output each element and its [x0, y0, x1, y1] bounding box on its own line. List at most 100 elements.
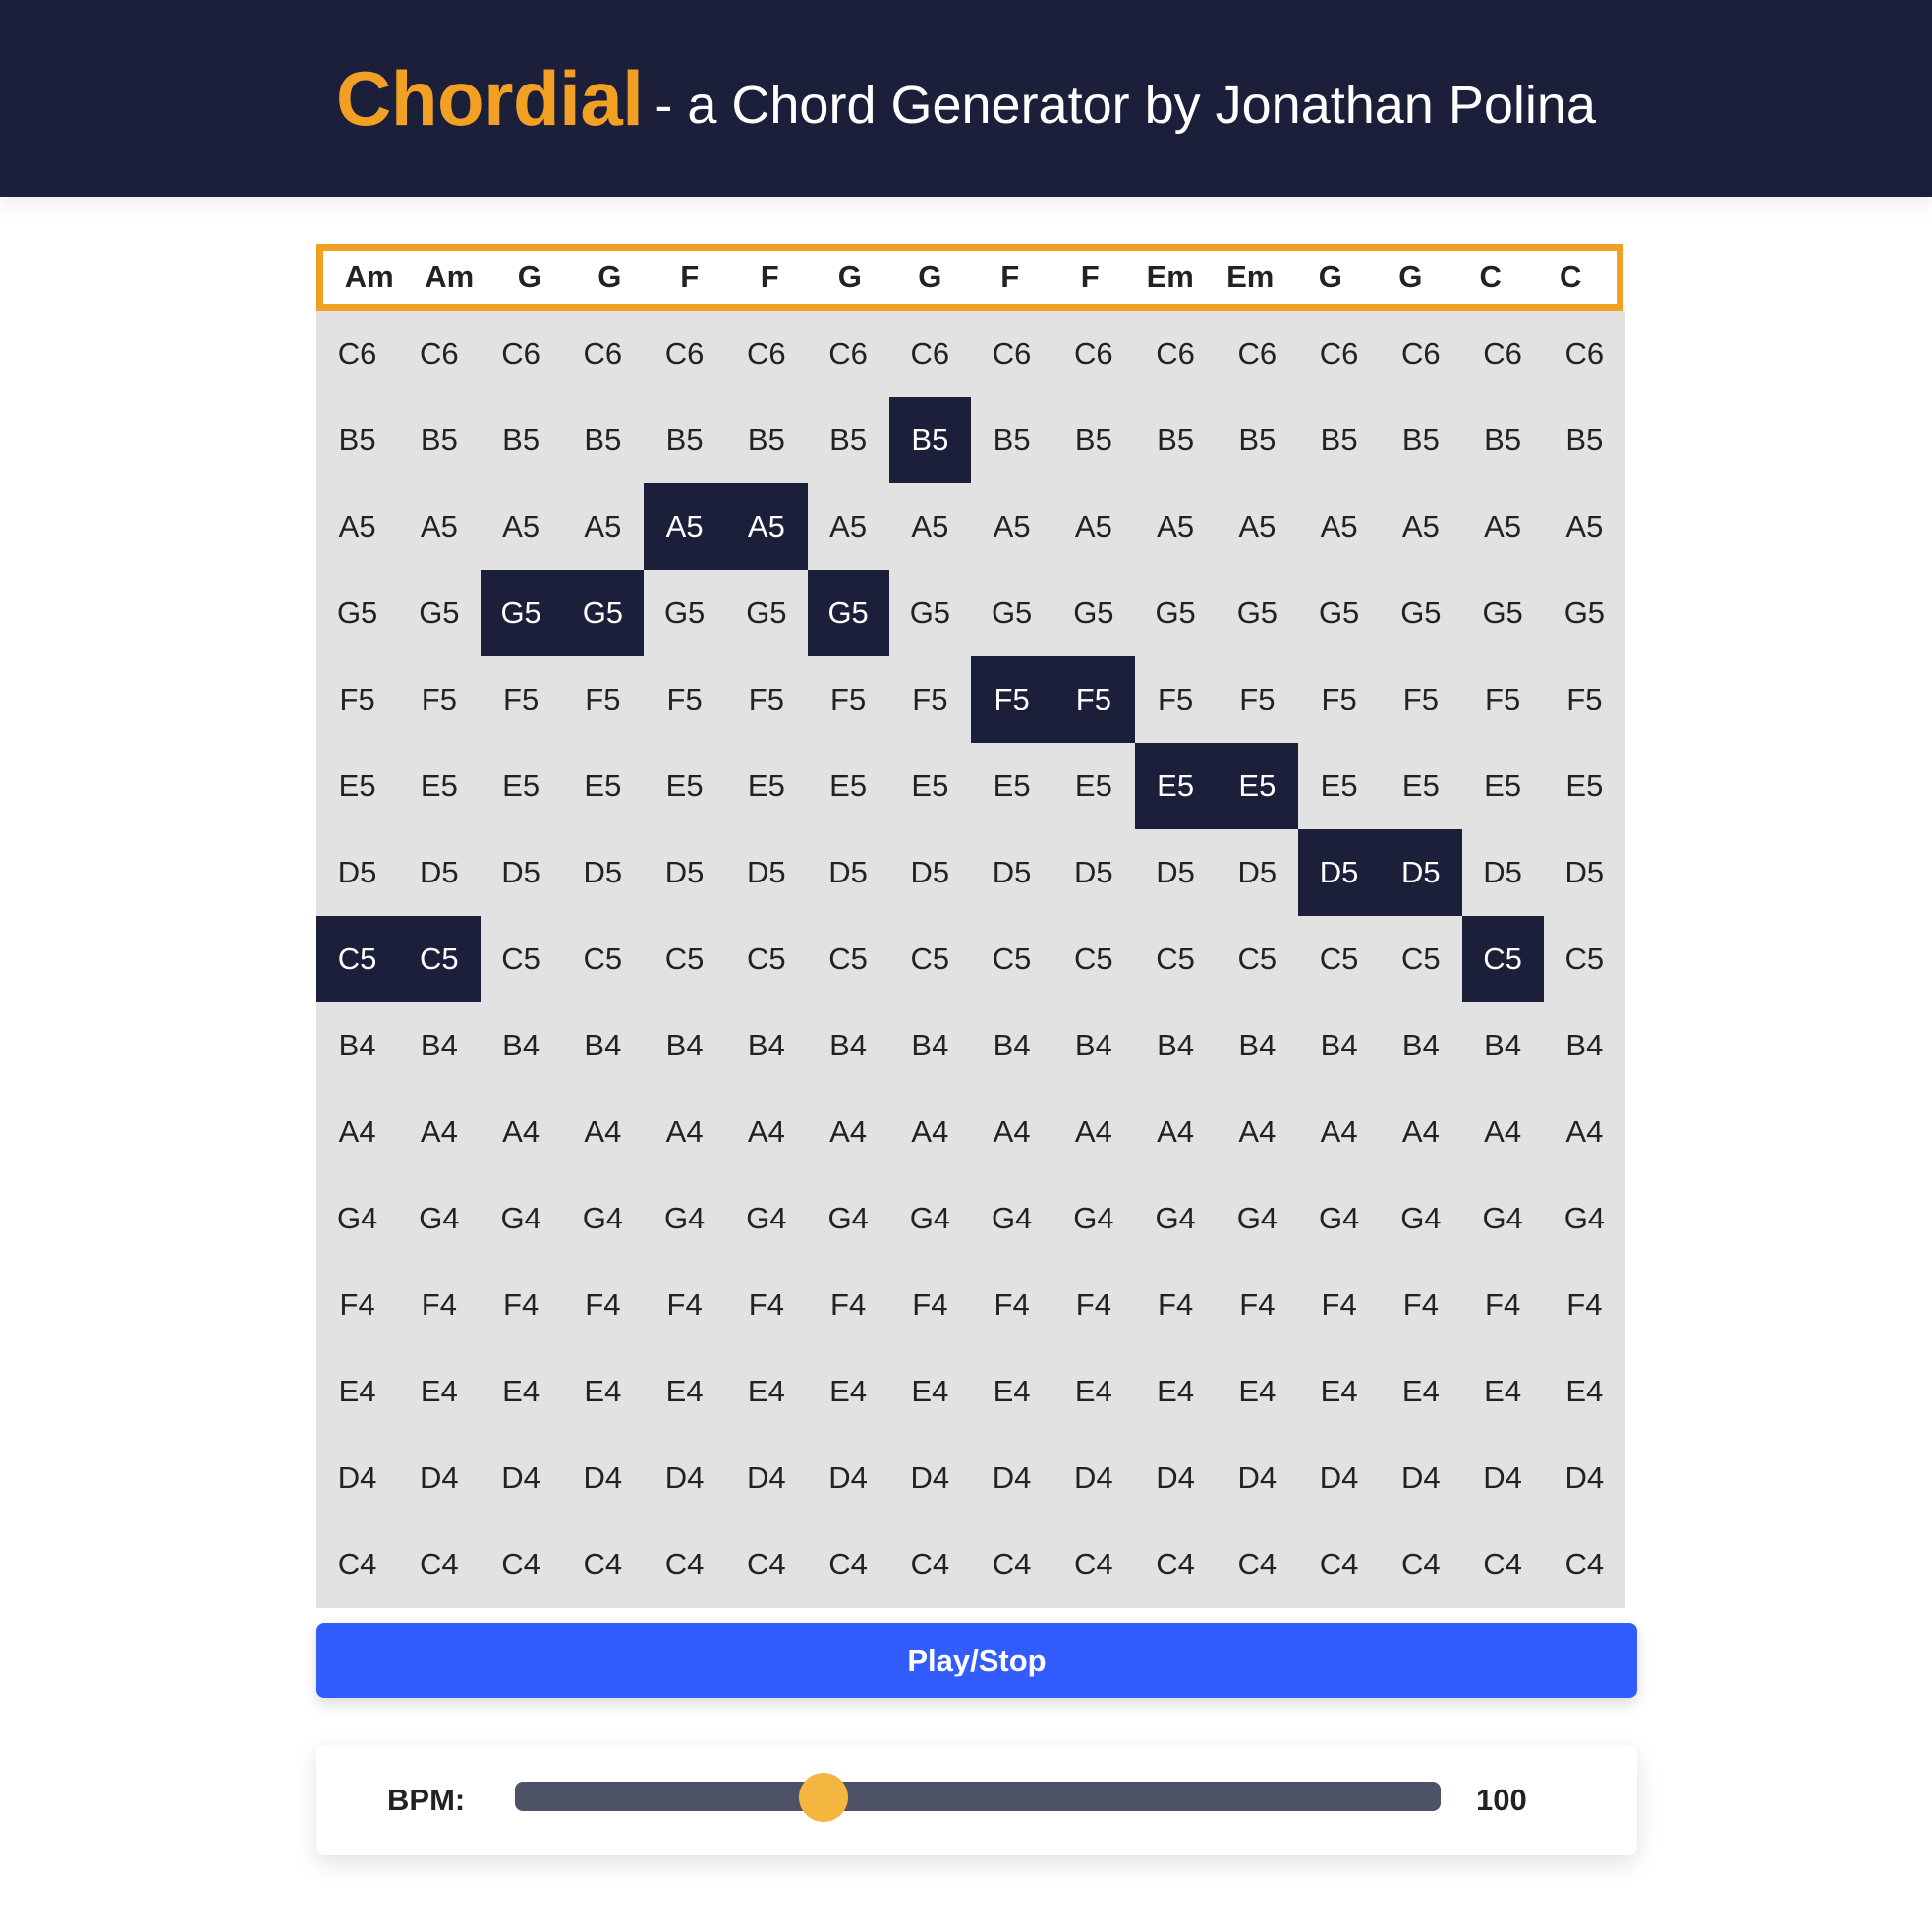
note-cell[interactable]: B5 — [747, 423, 785, 457]
note-cell[interactable]: C5 — [747, 941, 786, 976]
note-cell[interactable]: A5 — [502, 509, 540, 543]
note-cell[interactable]: G5 — [807, 570, 889, 656]
note-cell[interactable]: B4 — [1157, 1028, 1195, 1062]
note-cell[interactable]: C4 — [337, 1547, 377, 1581]
note-cell[interactable]: D5 — [501, 855, 540, 889]
note-cell[interactable]: D5 — [1074, 855, 1113, 889]
note-cell[interactable]: G4 — [827, 1201, 869, 1235]
note-cell[interactable]: F5 — [585, 682, 621, 716]
bpm-slider-track[interactable] — [515, 1782, 1441, 1811]
note-cell[interactable]: F5 — [666, 682, 703, 716]
note-cell[interactable]: A4 — [338, 1114, 376, 1149]
note-cell[interactable]: B5 — [1565, 423, 1604, 457]
note-cell[interactable]: G5 — [1482, 596, 1523, 630]
note-cell[interactable]: G4 — [336, 1201, 378, 1235]
note-cell[interactable]: A5 — [584, 509, 622, 543]
note-cell[interactable]: F5 — [912, 682, 948, 716]
note-cell[interactable]: E5 — [1401, 768, 1440, 803]
note-cell[interactable]: C6 — [501, 336, 540, 370]
note-cell[interactable]: E4 — [1238, 1374, 1277, 1408]
note-cell[interactable]: C4 — [910, 1547, 950, 1581]
note-cell[interactable]: C4 — [501, 1547, 540, 1581]
note-cell[interactable]: A4 — [829, 1114, 868, 1149]
note-cell[interactable]: B4 — [420, 1028, 458, 1062]
note-cell[interactable]: B5 — [1074, 423, 1112, 457]
note-cell[interactable]: F4 — [421, 1287, 457, 1322]
note-cell[interactable]: A4 — [1157, 1114, 1195, 1149]
note-cell[interactable]: F5 — [1239, 682, 1276, 716]
note-cell[interactable]: E5 — [584, 768, 622, 803]
note-cell[interactable]: E5 — [993, 768, 1031, 803]
note-cell[interactable]: D5 — [583, 855, 623, 889]
note-cell[interactable]: F4 — [503, 1287, 540, 1322]
note-cell[interactable]: E4 — [993, 1374, 1031, 1408]
note-cell[interactable]: E5 — [502, 768, 540, 803]
bpm-slider-thumb[interactable] — [799, 1773, 848, 1822]
note-cell[interactable]: C6 — [1483, 336, 1522, 370]
note-cell[interactable]: C4 — [583, 1547, 623, 1581]
note-cell[interactable]: B5 — [665, 423, 704, 457]
note-cell[interactable]: F4 — [1239, 1287, 1276, 1322]
note-cell[interactable]: E4 — [338, 1374, 376, 1408]
note-cell[interactable]: A4 — [911, 1114, 949, 1149]
note-cell[interactable]: F4 — [912, 1287, 948, 1322]
note-cell[interactable]: G4 — [909, 1201, 951, 1235]
note-cell[interactable]: E4 — [1401, 1374, 1440, 1408]
note-cell[interactable]: B4 — [911, 1028, 949, 1062]
note-cell[interactable]: A4 — [747, 1114, 785, 1149]
note-cell[interactable]: E4 — [665, 1374, 704, 1408]
note-cell[interactable]: F5 — [971, 656, 1053, 743]
note-cell[interactable]: F5 — [748, 682, 784, 716]
note-cell[interactable]: C4 — [828, 1547, 868, 1581]
note-cell[interactable]: B4 — [1565, 1028, 1604, 1062]
note-cell[interactable]: A5 — [1320, 509, 1358, 543]
note-cell[interactable]: D4 — [1074, 1460, 1113, 1495]
note-cell[interactable]: C4 — [1156, 1547, 1195, 1581]
note-cell[interactable]: B4 — [1401, 1028, 1440, 1062]
note-cell[interactable]: F5 — [830, 682, 867, 716]
note-cell[interactable]: B5 — [1484, 423, 1522, 457]
note-cell[interactable]: E5 — [1565, 768, 1604, 803]
note-cell[interactable]: F4 — [339, 1287, 375, 1322]
note-cell[interactable]: C5 — [1237, 941, 1278, 976]
note-cell[interactable]: G4 — [991, 1201, 1033, 1235]
note-cell[interactable]: D5 — [1298, 829, 1381, 916]
note-cell[interactable]: F4 — [1158, 1287, 1194, 1322]
note-cell[interactable]: D4 — [1564, 1460, 1605, 1495]
note-cell[interactable]: B5 — [502, 423, 540, 457]
note-cell[interactable]: D5 — [337, 855, 377, 889]
note-cell[interactable]: C6 — [1237, 336, 1278, 370]
note-cell[interactable]: F5 — [503, 682, 540, 716]
note-cell[interactable]: C5 — [1319, 941, 1359, 976]
note-cell[interactable]: B4 — [1238, 1028, 1277, 1062]
note-cell[interactable]: A5 — [911, 509, 949, 543]
note-cell[interactable]: D4 — [910, 1460, 950, 1495]
note-cell[interactable]: F4 — [748, 1287, 784, 1322]
note-cell[interactable]: D5 — [992, 855, 1032, 889]
note-cell[interactable]: C4 — [1237, 1547, 1278, 1581]
note-cell[interactable]: A4 — [1320, 1114, 1358, 1149]
note-cell[interactable]: F5 — [1052, 656, 1135, 743]
note-cell[interactable]: E5 — [747, 768, 785, 803]
note-cell[interactable]: F4 — [830, 1287, 867, 1322]
note-cell[interactable]: F4 — [1402, 1287, 1439, 1322]
note-cell[interactable]: G4 — [1482, 1201, 1523, 1235]
note-cell[interactable]: C5 — [664, 941, 705, 976]
note-cell[interactable]: E4 — [829, 1374, 868, 1408]
note-cell[interactable]: D5 — [1237, 855, 1278, 889]
note-cell[interactable]: B5 — [420, 423, 458, 457]
note-cell[interactable]: G5 — [1073, 596, 1114, 630]
note-cell[interactable]: C5 — [398, 916, 481, 1002]
note-cell[interactable]: E5 — [829, 768, 868, 803]
note-cell[interactable]: D4 — [337, 1460, 377, 1495]
note-cell[interactable]: A4 — [584, 1114, 622, 1149]
note-cell[interactable]: D5 — [1380, 829, 1462, 916]
note-cell[interactable]: G5 — [1155, 596, 1196, 630]
note-cell[interactable]: B4 — [829, 1028, 868, 1062]
note-cell[interactable]: G5 — [991, 596, 1033, 630]
note-cell[interactable]: D5 — [910, 855, 950, 889]
note-cell[interactable]: D5 — [1483, 855, 1522, 889]
note-cell[interactable]: B4 — [584, 1028, 622, 1062]
note-cell[interactable]: C5 — [992, 941, 1032, 976]
note-cell[interactable]: A5 — [644, 483, 726, 570]
